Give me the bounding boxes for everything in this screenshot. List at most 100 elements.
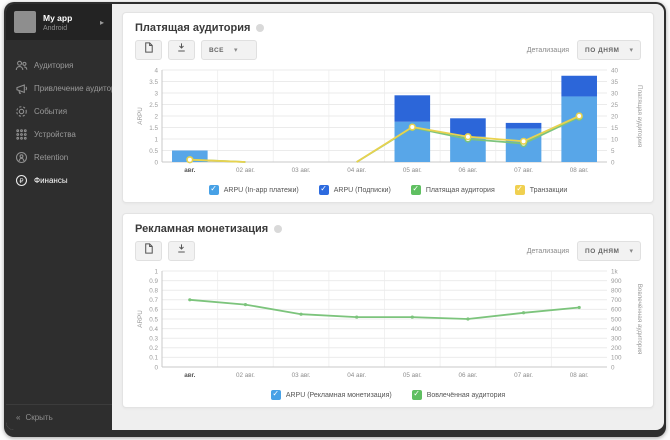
- checkbox-icon: [270, 389, 281, 400]
- app-window: My app Android ▸ Аудитория При: [4, 2, 666, 437]
- main-content: Платящая аудитория: [112, 4, 664, 430]
- app-avatar: [14, 11, 36, 33]
- svg-text:02 авг.: 02 авг.: [236, 167, 255, 174]
- document-icon: [142, 242, 155, 260]
- svg-text:0.1: 0.1: [149, 355, 158, 362]
- legend-item-arpu-ads[interactable]: ARPU (Рекламная монетизация): [270, 389, 392, 400]
- filter-dropdown[interactable]: ВСЕ ▾: [201, 40, 257, 60]
- retention-person-icon: [15, 151, 28, 164]
- app-frame: My app Android ▸ Аудитория При: [6, 4, 664, 430]
- app-meta: My app Android: [43, 13, 100, 32]
- sidebar-item-retention[interactable]: Retention: [6, 146, 112, 169]
- svg-text:0: 0: [154, 159, 158, 166]
- download-icon: [175, 242, 188, 260]
- svg-text:1.5: 1.5: [149, 125, 158, 132]
- svg-text:05 авг.: 05 авг.: [403, 372, 422, 379]
- svg-text:0.5: 0.5: [149, 316, 158, 323]
- app-switcher[interactable]: My app Android ▸: [6, 4, 112, 40]
- sidebar-menu: Аудитория Привлечение аудитории События: [6, 40, 112, 404]
- detail-dropdown-value: ПО ДНЯМ: [585, 46, 620, 54]
- sidebar-item-finance[interactable]: ₽ Финансы: [6, 169, 112, 192]
- chevron-down-icon: ▾: [629, 47, 633, 54]
- svg-text:0.2: 0.2: [149, 345, 158, 352]
- sidebar-item-acquisition[interactable]: Привлечение аудитории: [6, 77, 112, 100]
- svg-text:2.5: 2.5: [149, 102, 158, 109]
- download-button[interactable]: [168, 40, 195, 60]
- sidebar-item-events[interactable]: События: [6, 100, 112, 123]
- svg-text:₽: ₽: [19, 177, 24, 185]
- panel-title: Рекламная монетизация: [135, 223, 269, 235]
- toolbar: ВСЕ ▾ Детализация ПО ДНЯМ ▾: [135, 40, 641, 60]
- chevron-right-icon: ▸: [99, 17, 104, 27]
- svg-text:5: 5: [611, 148, 615, 155]
- svg-text:10: 10: [611, 136, 619, 143]
- checkbox-icon: [410, 184, 421, 195]
- svg-text:900: 900: [611, 278, 622, 285]
- svg-text:0.7: 0.7: [149, 297, 158, 304]
- filter-dropdown-value: ВСЕ: [209, 46, 224, 54]
- svg-text:03 авг.: 03 авг.: [292, 372, 311, 379]
- sidebar-item-label: Финансы: [34, 176, 68, 185]
- sidebar-item-label: События: [34, 107, 68, 116]
- svg-text:500: 500: [611, 316, 622, 323]
- info-icon[interactable]: [274, 225, 283, 233]
- chevron-down-icon: ▾: [233, 47, 238, 54]
- detail-label: Детализация: [526, 247, 570, 255]
- ad-monetization-chart: 0 0.1 0.2 0.3 0.4 0.5 0.6 0.7 0.8 0.9 1 0 100 200 300 4…: [137, 268, 643, 379]
- legend-item-arpu-inapp[interactable]: ARPU (In-app платежи): [208, 184, 299, 195]
- panel-ad-monetization: Рекламная монетизация: [122, 213, 654, 408]
- sidebar-item-devices[interactable]: Устройства: [6, 123, 112, 146]
- finance-ruble-icon: ₽: [15, 174, 28, 187]
- legend: ARPU (In-app платежи) ARPU (Подписки) Пл…: [135, 184, 641, 195]
- document-icon: [142, 41, 155, 59]
- megaphone-icon: [15, 82, 28, 95]
- legend-item-arpu-subscriptions[interactable]: ARPU (Подписки): [318, 184, 391, 195]
- info-icon[interactable]: [256, 24, 265, 32]
- svg-text:35: 35: [611, 79, 619, 86]
- detail-dropdown[interactable]: ПО ДНЯМ ▾: [577, 241, 641, 261]
- svg-text:15: 15: [611, 125, 619, 132]
- checkbox-icon: [318, 184, 329, 195]
- svg-text:3: 3: [154, 90, 158, 97]
- sidebar: My app Android ▸ Аудитория При: [6, 4, 112, 430]
- svg-text:07 авг.: 07 авг.: [514, 167, 533, 174]
- svg-text:02 авг.: 02 авг.: [236, 372, 255, 379]
- chevron-down-icon: ▾: [629, 248, 633, 255]
- svg-text:0: 0: [154, 364, 158, 371]
- svg-text:30: 30: [611, 90, 619, 97]
- download-button[interactable]: [168, 241, 195, 261]
- svg-text:08 авг.: 08 авг.: [570, 167, 589, 174]
- detail-dropdown-value: ПО ДНЯМ: [585, 247, 620, 255]
- svg-text:20: 20: [611, 113, 619, 120]
- sidebar-item-label: Retention: [34, 153, 69, 162]
- svg-text:0.4: 0.4: [149, 326, 158, 333]
- svg-text:600: 600: [611, 307, 622, 314]
- svg-text:40: 40: [611, 67, 619, 74]
- detail-dropdown[interactable]: ПО ДНЯМ ▾: [577, 40, 641, 60]
- legend-item-paying-audience[interactable]: Платящая аудитория: [410, 184, 495, 195]
- svg-text:03 авг.: 03 авг.: [292, 167, 311, 174]
- svg-text:0: 0: [611, 159, 615, 166]
- legend-item-transactions[interactable]: Транзакции: [514, 184, 567, 195]
- legend-item-engaged-audience[interactable]: Вовлечённая аудитория: [411, 389, 505, 400]
- svg-text:3.5: 3.5: [149, 79, 158, 86]
- checkbox-icon: [208, 184, 219, 195]
- report-button[interactable]: [135, 241, 162, 261]
- devices-grid-icon: [15, 128, 28, 141]
- svg-text:2: 2: [154, 113, 158, 120]
- sidebar-collapse-button[interactable]: « Скрыть: [6, 404, 112, 430]
- panel-paying-audience: Платящая аудитория: [122, 12, 654, 203]
- app-name: My app: [43, 12, 73, 23]
- chevrons-left-icon: «: [16, 413, 21, 422]
- sidebar-item-label: Привлечение аудитории: [34, 84, 112, 93]
- collapse-label: Скрыть: [25, 413, 53, 422]
- detail-label: Детализация: [526, 46, 570, 54]
- svg-text:0.5: 0.5: [149, 148, 158, 155]
- svg-text:1k: 1k: [611, 268, 619, 275]
- svg-text:ARPU: ARPU: [137, 107, 144, 125]
- svg-text:300: 300: [611, 336, 622, 343]
- svg-text:1: 1: [154, 268, 158, 275]
- report-button[interactable]: [135, 40, 162, 60]
- sidebar-item-audience[interactable]: Аудитория: [6, 54, 112, 77]
